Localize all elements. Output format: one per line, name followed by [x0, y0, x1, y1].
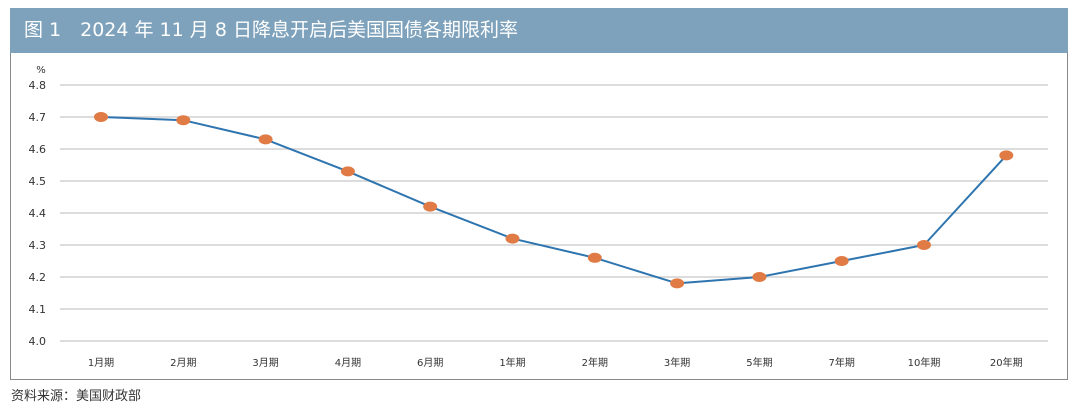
y-tick-label: 4.6	[29, 143, 47, 156]
data-point	[917, 240, 931, 250]
y-tick-label: 4.2	[29, 271, 47, 284]
y-tick-label: 4.5	[29, 175, 47, 188]
data-point	[258, 134, 273, 145]
x-tick-label: 1年期	[499, 356, 525, 369]
y-tick-label: 4.3	[29, 239, 47, 252]
data-point	[340, 166, 355, 177]
x-tick-label: 2月期	[170, 357, 196, 369]
x-tick-label: 4月期	[335, 357, 361, 369]
y-tick-label: 4.1	[29, 303, 47, 316]
y-axis-unit: %	[36, 65, 46, 76]
data-point	[752, 272, 767, 282]
data-point	[423, 201, 438, 212]
x-tick-label: 2年期	[582, 356, 608, 369]
x-tick-label: 10年期	[908, 356, 941, 369]
y-tick-label: 4.4	[29, 207, 47, 220]
series-line	[100, 116, 1008, 285]
data-point	[999, 150, 1014, 161]
y-tick-label: 4.8	[29, 79, 47, 92]
data-point	[670, 278, 685, 289]
data-point	[834, 256, 849, 266]
x-tick-label: 3月期	[252, 357, 278, 369]
x-tick-label: 5年期	[746, 356, 772, 369]
y-tick-label: 4.0	[29, 335, 47, 348]
data-point	[94, 112, 108, 122]
source-note: 资料来源：美国财政部	[11, 389, 142, 404]
x-tick-label: 20年期	[990, 356, 1023, 369]
y-tick-label: 4.7	[29, 111, 47, 124]
chart-title: 图 1 2024 年 11 月 8 日降息开启后美国国债各期限利率	[24, 19, 518, 41]
data-point	[176, 115, 191, 126]
chart-title-bar: 图 1 2024 年 11 月 8 日降息开启后美国国债各期限利率	[10, 8, 1068, 53]
x-tick-label: 3年期	[664, 356, 690, 369]
x-tick-label: 1月期	[88, 357, 114, 369]
data-point	[587, 252, 602, 263]
x-tick-label: 6月期	[417, 357, 443, 369]
chart-frame	[10, 53, 1068, 380]
data-point	[505, 233, 520, 244]
x-tick-label: 7年期	[829, 356, 855, 369]
